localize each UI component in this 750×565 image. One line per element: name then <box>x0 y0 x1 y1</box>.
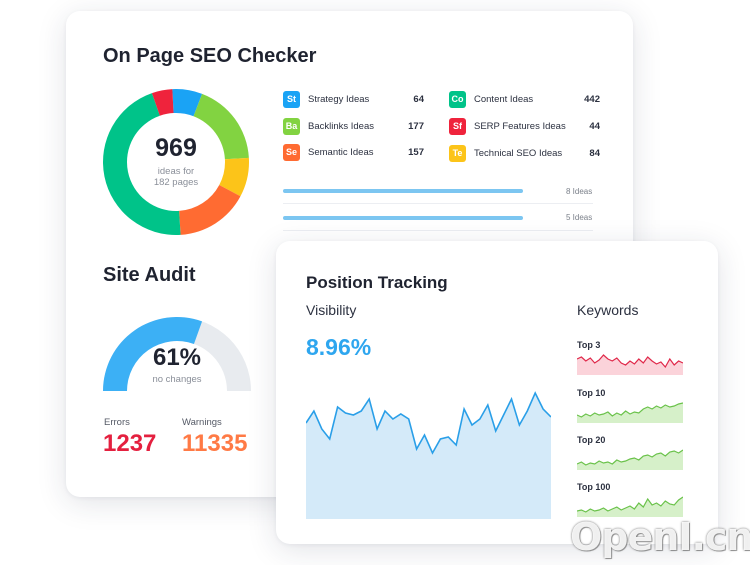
ideas-donut-chart <box>102 89 249 236</box>
ideas-caption: ideas for 182 pages <box>154 166 198 188</box>
semantic-badge: Se <box>283 143 300 161</box>
idea-semantic[interactable]: Se Semantic Ideas 157 <box>283 143 424 161</box>
divider <box>283 230 593 231</box>
technical-value: 84 <box>589 147 600 159</box>
donut-segment-co <box>102 93 181 236</box>
visibility-line <box>306 391 551 455</box>
backlinks-badge: Ba <box>283 117 300 135</box>
watermark: OpenI.cn <box>570 515 750 559</box>
sparkline-line <box>577 449 683 466</box>
keyword-top10-label: Top 10 <box>577 388 606 398</box>
divider <box>283 203 593 204</box>
idea-content[interactable]: Co Content Ideas 442 <box>449 90 600 108</box>
warnings-label: Warnings <box>182 417 222 428</box>
donut-segment-se <box>179 185 241 235</box>
visibility-area-chart <box>306 391 551 519</box>
content-badge: Co <box>449 90 466 108</box>
errors-value[interactable]: 1237 <box>103 430 157 457</box>
ideas-bar-1 <box>283 189 523 193</box>
sparkline-line <box>577 402 683 418</box>
position-tracking-card: Position Tracking Visibility 8.96% Keywo… <box>276 241 718 544</box>
sparkline-area <box>577 497 683 517</box>
idea-technical-seo[interactable]: Te Technical SEO Ideas 84 <box>449 144 600 162</box>
technical-label: Technical SEO Ideas <box>474 147 563 159</box>
serp-badge: Sf <box>449 117 466 135</box>
keyword-top3-sparkline <box>577 354 683 375</box>
caption-line1: ideas for <box>157 166 195 177</box>
strategy-badge: St <box>283 90 300 108</box>
keyword-top3-label: Top 3 <box>577 340 601 350</box>
caption-line2: 182 pages <box>153 177 199 188</box>
site-audit-percent: 61% <box>152 344 202 371</box>
sparkline-line <box>577 354 683 369</box>
backlinks-value: 177 <box>408 120 424 132</box>
strategy-label: Strategy Ideas <box>308 93 370 105</box>
site-audit-title: Site Audit <box>103 264 196 286</box>
ideas-total: 969 <box>155 134 197 162</box>
technical-badge: Te <box>449 144 466 162</box>
sparkline-area <box>577 355 683 375</box>
site-audit-gauge <box>103 317 251 391</box>
content-value: 442 <box>584 93 600 105</box>
ideas-bar-1-label: 8 Ideas <box>566 187 593 196</box>
keyword-top100-label: Top 100 <box>577 482 611 492</box>
visibility-label: Visibility <box>306 302 357 318</box>
keywords-label: Keywords <box>577 302 639 318</box>
sparkline-area <box>577 403 683 423</box>
serp-label: SERP Features Ideas <box>474 120 566 132</box>
keyword-top20-label: Top 20 <box>577 435 606 445</box>
serp-value: 44 <box>589 120 600 132</box>
warnings-value[interactable]: 11335 <box>182 430 248 457</box>
content-label: Content Ideas <box>474 93 534 105</box>
ideas-bar-2-label: 5 Ideas <box>566 213 593 222</box>
semantic-value: 157 <box>408 146 424 158</box>
gauge-center: 61% no changes <box>102 344 252 386</box>
idea-serp-features[interactable]: Sf SERP Features Ideas 44 <box>449 117 600 135</box>
visibility-value: 8.96% <box>306 334 372 360</box>
donut-segment-st <box>172 89 203 117</box>
idea-backlinks[interactable]: Ba Backlinks Ideas 177 <box>283 117 424 135</box>
sparkline-line <box>577 496 683 513</box>
seo-checker-title: On Page SEO Checker <box>103 45 317 67</box>
keyword-top100-sparkline <box>577 496 683 517</box>
semantic-label: Semantic Ideas <box>308 146 374 158</box>
ideas-bar-2 <box>283 216 523 220</box>
idea-strategy[interactable]: St Strategy Ideas 64 <box>283 90 424 108</box>
keyword-top20-sparkline <box>577 449 683 470</box>
sparkline-area <box>577 450 683 470</box>
site-audit-caption: no changes <box>152 374 202 385</box>
donut-segment-ba <box>193 93 249 160</box>
backlinks-label: Backlinks Ideas <box>308 120 375 132</box>
gauge-fill <box>103 317 203 391</box>
position-tracking-title: Position Tracking <box>306 273 448 292</box>
donut-center: 969 ideas for 182 pages <box>102 88 250 236</box>
errors-label: Errors <box>104 417 130 428</box>
donut-segment-te <box>219 157 249 197</box>
keyword-top10-sparkline <box>577 402 683 423</box>
donut-segment-sf <box>151 89 174 116</box>
visibility-area <box>306 393 551 519</box>
strategy-value: 64 <box>413 93 424 105</box>
